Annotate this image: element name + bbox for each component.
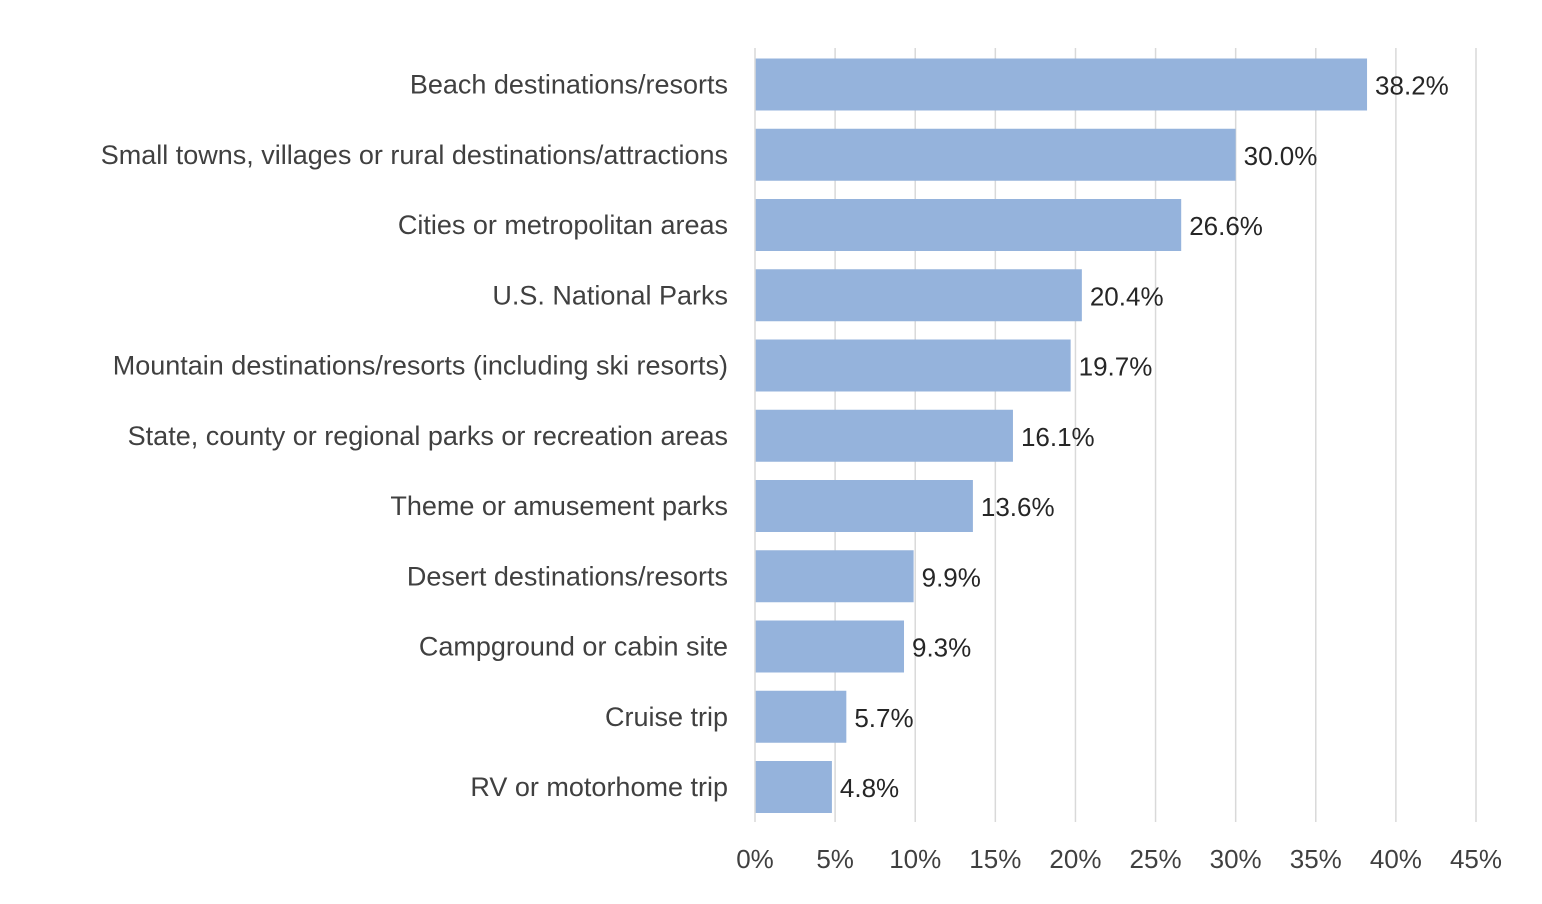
x-tick-label: 15% — [969, 844, 1021, 874]
bars — [755, 58, 1368, 813]
data-label: 4.8% — [840, 773, 899, 803]
bar — [755, 339, 1071, 392]
category-label: Campground or cabin site — [419, 632, 728, 662]
data-label: 26.6% — [1189, 211, 1263, 241]
bar — [755, 761, 832, 813]
bar — [755, 128, 1236, 181]
bar — [755, 480, 973, 532]
category-label: Beach destinations/resorts — [410, 70, 728, 100]
category-label: U.S. National Parks — [492, 280, 728, 310]
bar — [755, 269, 1082, 322]
x-tick-label: 25% — [1130, 844, 1182, 874]
data-label: 5.7% — [854, 703, 913, 733]
category-label: Theme or amusement parks — [390, 491, 728, 521]
category-label: RV or motorhome trip — [470, 772, 728, 802]
data-label: 30.0% — [1244, 141, 1318, 171]
x-tick-label: 0% — [736, 844, 774, 874]
bar — [755, 550, 914, 603]
x-tick-label: 20% — [1049, 844, 1101, 874]
category-label: State, county or regional parks or recre… — [128, 421, 728, 451]
data-label: 20.4% — [1090, 281, 1164, 311]
bar — [755, 58, 1368, 111]
labels: 0% 5% 10% 15% 20% 25% 30% 35% 40% 45% Beach destin… — [101, 70, 1502, 875]
category-label: Desert destinations/resorts — [407, 561, 728, 591]
data-label: 16.1% — [1021, 422, 1095, 452]
category-label: Mountain destinations/resorts (including… — [113, 351, 728, 381]
bar — [755, 620, 905, 673]
data-label: 38.2% — [1375, 71, 1449, 101]
category-label: Small towns, villages or rural destinati… — [101, 140, 728, 170]
x-tick-label: 45% — [1450, 844, 1502, 874]
category-label: Cities or metropolitan areas — [398, 210, 728, 240]
data-label: 13.6% — [981, 492, 1055, 522]
x-tick-label: 10% — [889, 844, 941, 874]
bar — [755, 409, 1013, 462]
data-label: 9.3% — [912, 633, 971, 663]
x-tick-label: 30% — [1210, 844, 1262, 874]
data-label: 19.7% — [1079, 352, 1153, 382]
x-tick-label: 5% — [816, 844, 854, 874]
bar — [755, 690, 847, 743]
data-label: 9.9% — [922, 562, 981, 592]
bar — [755, 199, 1182, 251]
category-label: Cruise trip — [605, 702, 728, 732]
x-tick-label: 40% — [1370, 844, 1422, 874]
x-tick-label: 35% — [1290, 844, 1342, 874]
